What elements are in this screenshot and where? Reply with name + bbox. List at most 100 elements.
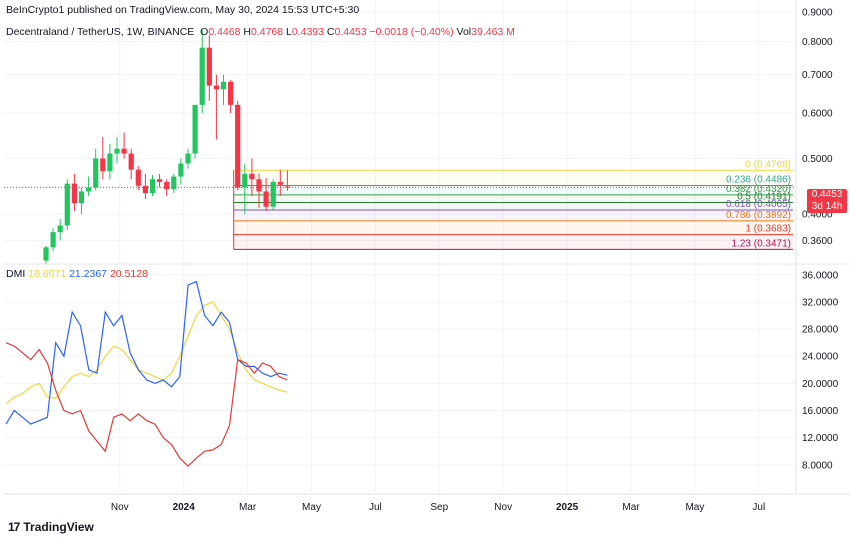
volume-value: 39.463 M [471, 26, 515, 38]
time-axis-label: Jul [369, 502, 382, 513]
dmi-axis-label: 36.0000 [802, 270, 839, 281]
close-value: 0.4453 [334, 26, 367, 38]
candle-body [277, 181, 283, 185]
dmi-axis-label: 24.0000 [802, 352, 839, 363]
fibonacci-retracement: 0 (0.4768)0.236 (0.4486)0.382 (0.4320)0.… [233, 159, 793, 250]
candle-body [114, 148, 120, 154]
candle-body [142, 185, 148, 194]
tradingview-logo-icon: 17 [8, 520, 20, 534]
plus-di-value: 21.2367 [69, 268, 108, 280]
fib-band [233, 210, 793, 221]
fib-level-label: 0.382 (0.4320) [726, 184, 791, 195]
change-value: −0.0018 (−0.40%) [369, 26, 454, 38]
price-axis-label: 0.9000 [802, 8, 833, 19]
candle-body [228, 81, 234, 105]
dmi-axis-label: 28.0000 [802, 325, 839, 336]
last-price: 0.4453 [811, 189, 843, 200]
symbol-legend: Decentraland / TetherUS, 1W, BINANCE O0.… [6, 26, 515, 38]
time-axis-label: May [302, 502, 321, 513]
candle-body [192, 104, 198, 154]
candle-body [64, 183, 70, 226]
fib-band [233, 194, 793, 203]
bar-countdown: 3d 14h [811, 201, 843, 212]
price-axis-label: 0.5000 [802, 154, 833, 165]
candle-body [50, 232, 56, 248]
candle-body [121, 148, 127, 154]
price-axis-label: 0.8000 [802, 37, 833, 48]
time-axis-label: 2025 [556, 502, 579, 513]
fib-level-label: 0.786 (0.3892) [726, 210, 791, 221]
candle-body [78, 191, 85, 204]
candle-body [284, 186, 290, 188]
fib-level-label: 1 (0.3683) [745, 224, 791, 235]
brand-name: TradingView [23, 520, 94, 534]
candle-body [164, 181, 170, 190]
candle-body [185, 153, 191, 164]
dmi-legend: DMI 18.6671 21.2367 20.5128 [6, 268, 148, 280]
dmi-label[interactable]: DMI [6, 268, 26, 280]
candlestick-series [4, 29, 796, 264]
price-axis-label: 0.6000 [802, 109, 833, 120]
axes: 0.9000 0.8000 0.7000 0.6000 0.5000 0.4000 0.36… [111, 8, 839, 514]
symbol-name[interactable]: Decentraland / TetherUS, 1W, BINANCE [6, 26, 195, 38]
minus-di-line [5, 342, 288, 468]
candle-body [86, 187, 92, 192]
fib-level-label: 0.5 (0.4191) [737, 191, 791, 202]
candle-body [57, 225, 63, 233]
candle-body [242, 173, 248, 188]
time-axis-label: Mar [622, 502, 640, 513]
fib-level-label: 0.618 (0.4065) [726, 199, 791, 210]
time-axis-label: Nov [494, 502, 512, 513]
grid [4, 0, 850, 495]
adx-line [5, 301, 288, 405]
price-axis-label: 0.7000 [802, 70, 833, 81]
candle-body [220, 81, 227, 90]
candle-body [178, 163, 184, 177]
high-value: 0.4768 [250, 26, 284, 38]
candle-body [256, 179, 262, 192]
candle-body [71, 183, 77, 204]
candle-body [263, 191, 269, 207]
fib-level-label: 0.236 (0.4486) [726, 174, 791, 185]
candle-body [107, 153, 113, 172]
fib-band [233, 220, 793, 235]
candle-body [149, 179, 156, 194]
candle-body [93, 158, 99, 188]
time-axis-label: Sep [430, 502, 448, 513]
candle-body [249, 173, 255, 180]
last-price-tag: 0.4453 3d 14h [807, 189, 847, 213]
candle-body [206, 47, 212, 86]
fib-band [233, 202, 793, 211]
minus-di-value: 20.5128 [109, 268, 148, 280]
candle-body [235, 104, 241, 188]
candle-body [43, 247, 49, 261]
dmi-axis-label: 16.0000 [802, 406, 839, 417]
time-axis-label: 2024 [173, 502, 196, 513]
fib-band [233, 185, 793, 195]
fib-band [233, 234, 793, 250]
time-axis-label: Mar [239, 502, 257, 513]
candle-body [270, 181, 276, 207]
time-axis-label: Nov [111, 502, 129, 513]
candle-body [157, 179, 163, 182]
candle-body [135, 169, 141, 186]
dmi-indicator [5, 280, 288, 468]
candle-body [213, 85, 219, 90]
low-value: 0.4393 [291, 26, 324, 38]
time-axis-label: May [685, 502, 704, 513]
open-value: 0.4468 [208, 26, 241, 38]
price-axis-label: 0.3600 [802, 236, 833, 247]
price-axis-label: 0.4000 [802, 210, 833, 221]
fib-level-label: 1.23 (0.3471) [732, 238, 792, 249]
candle-body [171, 176, 177, 190]
candle-body [199, 47, 205, 105]
dmi-axis-label: 32.0000 [802, 297, 839, 308]
published-by: BeInCrypto1 published on TradingView.com… [6, 4, 360, 16]
fib-level-label: 0 (0.4768) [745, 159, 791, 170]
adx-value: 18.6671 [28, 268, 67, 280]
candle-body [128, 153, 134, 170]
fib-band [233, 170, 793, 186]
dmi-axis-label: 8.0000 [802, 460, 833, 471]
tradingview-brand[interactable]: 17 TradingView [8, 520, 94, 534]
